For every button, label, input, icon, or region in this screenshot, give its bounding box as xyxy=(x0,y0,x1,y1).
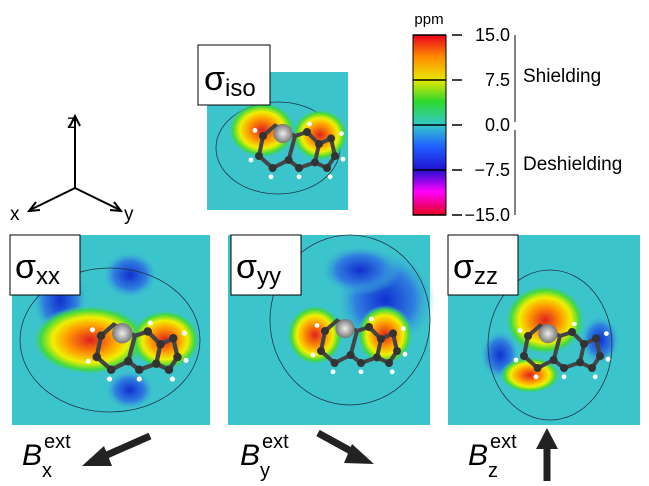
subscript: y xyxy=(260,460,270,481)
symbol: σ xyxy=(453,248,474,286)
axis-label: y xyxy=(124,204,134,225)
panel-label: σxx xyxy=(10,235,80,295)
subscript: iso xyxy=(225,75,256,102)
axis-label: z xyxy=(67,112,77,133)
symbol: σ xyxy=(236,248,257,286)
symbol: σ xyxy=(15,248,36,286)
colorbar: ppm Shielding Deshielding 15.0 7.5 0.0 −7.5… xyxy=(413,11,622,225)
superscript: ext xyxy=(490,431,517,453)
panel-label: σiso xyxy=(198,45,270,105)
subscript: x xyxy=(42,460,52,481)
symbol: B xyxy=(468,439,488,472)
subscript: xx xyxy=(36,263,60,290)
tick-label: 7.5 xyxy=(485,70,510,90)
tick-label: 0.0 xyxy=(485,115,510,135)
symbol: B xyxy=(240,439,260,472)
colorbar-unit: ppm xyxy=(414,11,443,28)
panel-label: σyy xyxy=(231,235,301,295)
axis-label: x xyxy=(10,204,20,225)
tick-label: −7.5 xyxy=(474,160,510,180)
superscript: ext xyxy=(262,431,289,453)
figure: z x y σiso σxx σyy xyxy=(0,0,649,481)
range-label: Shielding xyxy=(523,66,601,87)
tick-label: 15.0 xyxy=(475,25,510,45)
subscript: yy xyxy=(257,263,281,290)
panel-label: σzz xyxy=(448,235,518,295)
subscript: zz xyxy=(474,263,498,290)
symbol: B xyxy=(22,439,42,472)
subscript: z xyxy=(488,460,498,481)
superscript: ext xyxy=(44,431,71,453)
tick-label: −15.0 xyxy=(464,205,510,225)
symbol: σ xyxy=(204,60,225,98)
range-label: Deshielding xyxy=(523,154,622,175)
